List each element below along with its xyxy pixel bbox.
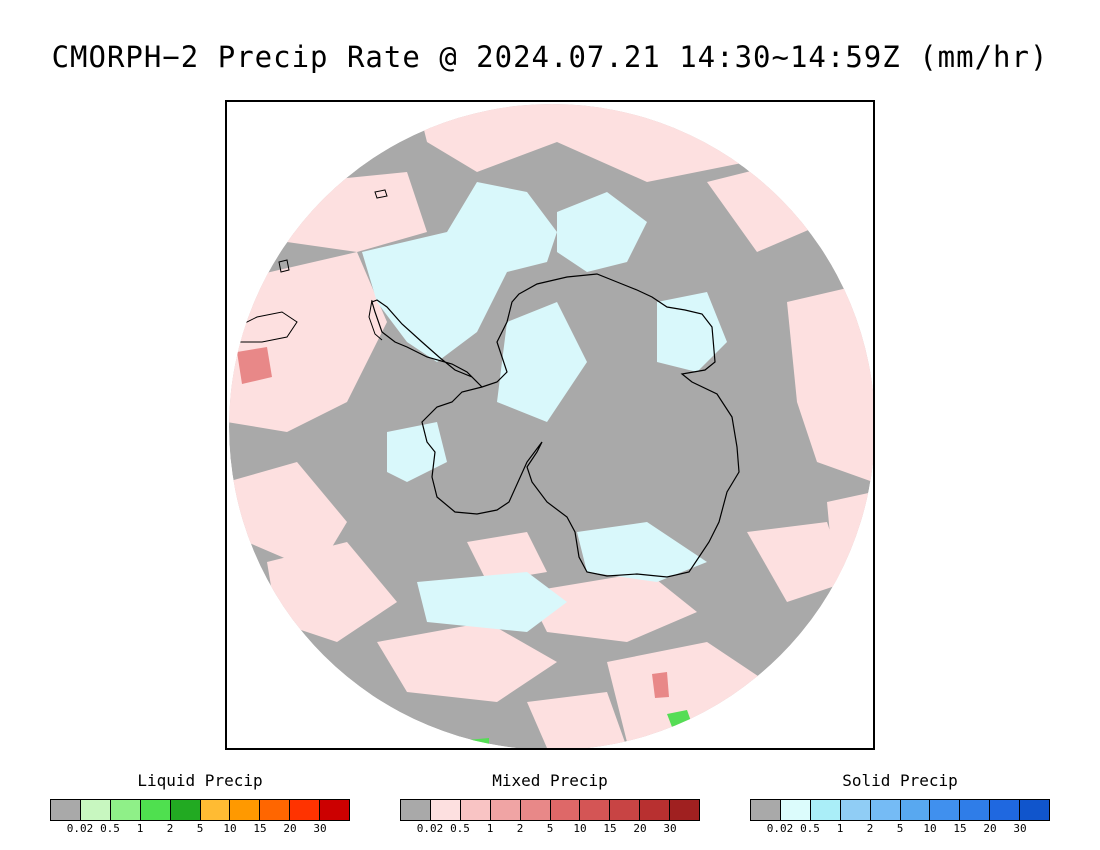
legend-tick-label: 15 [603,822,617,835]
legend-swatch [960,800,991,820]
legend-title: Mixed Precip [492,771,608,790]
precip-map [225,100,875,750]
legend-swatch [550,800,581,820]
legend-swatch [290,800,321,820]
legend-swatch [780,800,811,820]
legend-tick-label: 20 [283,822,297,835]
legend-ticks: 0.02 0.5 1 2 5 10 15 20 30 [400,821,700,837]
legend-tick-label: 0.02 [66,822,94,835]
legend-tick-label: 10 [223,822,237,835]
legend-swatch [840,800,871,820]
legend-swatch [810,800,841,820]
legend-tick-label: 2 [866,822,874,835]
legend-swatch [110,800,141,820]
legend-swatch [1020,800,1050,820]
legend-swatch [751,800,781,820]
legend-swatch [401,800,431,820]
legend-tick-label: 20 [633,822,647,835]
legend-swatch [900,800,931,820]
legend-tick-label: 0.5 [800,822,820,835]
legend-tick-label: 1 [836,822,844,835]
legend-tick-label: 5 [896,822,904,835]
legend-swatch [640,800,671,820]
legend-liquid: Liquid Precip 0.02 0.5 1 2 5 10 15 20 30 [50,770,350,837]
legend-swatch [930,800,961,820]
legend-swatch [490,800,521,820]
legend-swatches [50,799,350,821]
legend-swatch [520,800,551,820]
legend-swatch [430,800,461,820]
legend-swatch [320,800,350,820]
antarctica-coastline [421,273,740,578]
legend-swatch [230,800,261,820]
legend-mixed: Mixed Precip 0.02 0.5 1 2 5 10 15 20 30 [400,770,700,837]
legend-tick-label: 30 [313,822,327,835]
legend-swatch [80,800,111,820]
legend-swatch [670,800,700,820]
legend-tick-label: 5 [196,822,204,835]
legend-title: Liquid Precip [137,771,263,790]
legend-swatch [200,800,231,820]
legend-tick-label: 15 [253,822,267,835]
legend-tick-label: 15 [953,822,967,835]
legend-tick-label: 0.02 [766,822,794,835]
legend-solid: Solid Precip 0.02 0.5 1 2 5 10 15 20 30 [750,770,1050,837]
legend-swatch [990,800,1021,820]
legend-tick-label: 2 [516,822,524,835]
solid-precip-regions [362,182,727,632]
legend-tick-label: 5 [546,822,554,835]
legend-tick-label: 1 [486,822,494,835]
legend-swatch [870,800,901,820]
legend-swatches [750,799,1050,821]
legend-tick-label: 20 [983,822,997,835]
islands-coastlines [236,189,388,343]
legend-tick-label: 10 [573,822,587,835]
legend-tick-label: 0.02 [416,822,444,835]
mixed-precip-heavy [237,347,669,698]
legend-tick-label: 1 [136,822,144,835]
legend-tick-label: 30 [663,822,677,835]
legend-tick-label: 0.5 [450,822,470,835]
legend-ticks: 0.02 0.5 1 2 5 10 15 20 30 [50,821,350,837]
legend-tick-label: 0.5 [100,822,120,835]
mixed-precip-regions [229,104,873,748]
legend-swatch [260,800,291,820]
legend-swatch [460,800,491,820]
legend-tick-label: 30 [1013,822,1027,835]
legend-swatch [170,800,201,820]
map-title: CMORPH−2 Precip Rate @ 2024.07.21 14:30~… [51,40,1049,74]
legend-swatch [610,800,641,820]
legend-tick-label: 2 [166,822,174,835]
legend-swatch [51,800,81,820]
legend-swatch [140,800,171,820]
legend-title: Solid Precip [842,771,958,790]
legend-swatch [580,800,611,820]
legend-ticks: 0.02 0.5 1 2 5 10 15 20 30 [750,821,1050,837]
polar-map-svg [229,104,873,748]
legend-tick-label: 10 [923,822,937,835]
legend-swatches [400,799,700,821]
